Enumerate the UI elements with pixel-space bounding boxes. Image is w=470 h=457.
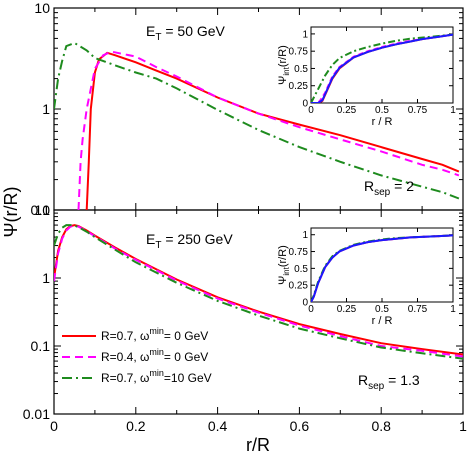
inset-x-tick-label: 0	[308, 304, 314, 315]
inset-y-tick-label: 0	[302, 298, 308, 309]
y-tick-label: 0.1	[31, 338, 51, 354]
y-tick-label: 1	[42, 270, 50, 286]
inset-x-tick-label: 0.75	[408, 304, 428, 315]
x-tick-label: 0.6	[290, 418, 310, 434]
x-tick-label: 0	[50, 418, 58, 434]
inset-x-tick-label: 0.25	[337, 304, 357, 315]
series-line-r04	[54, 224, 463, 358]
y-tick-label: 0.01	[23, 406, 50, 422]
inset-x-label: r / R	[372, 116, 393, 128]
inset-y-tick-label: 1	[302, 230, 308, 241]
bottom-panel-series	[54, 224, 463, 360]
bottom-inset: 0 0.25 0.5 0.75 1 0 0.25 0.5 0.75 1 r / R Ψint(r/R)	[277, 227, 456, 327]
y-axis-label: Ψ(r/R)	[1, 186, 21, 237]
inset-x-tick-label: 0.25	[337, 105, 357, 116]
inset-y-tick-label: 0.25	[289, 81, 309, 92]
inset-series-line-r07b	[311, 234, 453, 302]
legend: R=0.7, ωmin= 0 GeV R=0.4, ωmin= 0 GeV R=0.…	[62, 326, 212, 385]
top-et-annotation: ET = 50 GeV	[146, 23, 226, 43]
x-tick-label: 0.2	[126, 418, 146, 434]
y-tick-label: 10	[34, 202, 50, 218]
inset-series-line-r07w	[311, 33, 453, 103]
inset-x-tick-label: 0.75	[408, 105, 428, 116]
top-rsep-annotation: Rsep = 2	[364, 178, 414, 198]
legend-label-r07: R=0.7, ωmin= 0 GeV	[101, 326, 208, 343]
inset-y-tick-label: 0.5	[294, 64, 308, 75]
inset-y-tick-label: 0.75	[289, 247, 309, 258]
y-tick-label: 10	[34, 0, 50, 16]
legend-label-r04: R=0.4, ωmin= 0 GeV	[101, 347, 208, 364]
series-line-r04	[77, 50, 460, 210]
x-axis-label: r/R	[246, 435, 270, 455]
series-line-r07	[85, 51, 460, 210]
top-inset: 0 0.25 0.5 0.75 1 0 0.25 0.5 0.75 1 r / R Ψint(r/R)	[277, 26, 456, 128]
inset-frame	[310, 26, 454, 104]
inset-x-tick-label: 0.5	[375, 105, 389, 116]
x-tick-label: 0.8	[371, 418, 391, 434]
legend-label-r07w: R=0.7, ωmin=10 GeV	[101, 368, 212, 385]
inset-y-tick-label: 0.75	[289, 47, 309, 58]
y-tick-label: 1	[42, 101, 50, 117]
inset-x-tick-label: 0	[308, 105, 314, 116]
bottom-et-annotation: ET = 250 GeV	[146, 231, 233, 251]
inset-y-tick-label: 0.5	[294, 264, 308, 275]
inset-y-tick-label: 0	[302, 99, 308, 110]
inset-y-label: Ψint(r/R)	[277, 45, 291, 85]
inset-x-tick-label: 1	[450, 304, 456, 315]
x-tick-label: 1	[459, 418, 467, 434]
inset-y-tick-label: 1	[302, 29, 308, 40]
series-line-r07w	[54, 224, 463, 360]
inset-x-tick-label: 1	[450, 105, 456, 116]
inset-x-tick-label: 0.5	[375, 304, 389, 315]
inset-x-label: r / R	[372, 315, 393, 327]
top-panel-series	[54, 41, 460, 210]
bottom-rsep-annotation: Rsep = 1.3	[358, 372, 420, 392]
x-tick-label: 0.4	[208, 418, 228, 434]
inset-y-label: Ψint(r/R)	[277, 245, 291, 285]
inset-series-line-r07b	[311, 33, 453, 103]
inset-y-tick-label: 0.25	[289, 281, 309, 292]
series-line-r07w	[54, 41, 460, 200]
y-tick-label: 0.1	[31, 202, 51, 218]
